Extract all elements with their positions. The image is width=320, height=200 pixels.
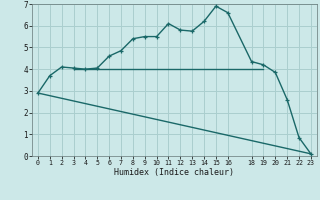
X-axis label: Humidex (Indice chaleur): Humidex (Indice chaleur)	[115, 168, 234, 177]
